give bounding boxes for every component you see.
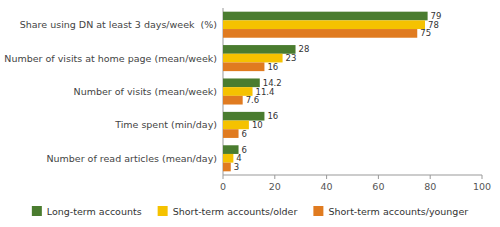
bar bbox=[223, 163, 231, 172]
category-label: Share using DN at least 3 days/week (%) bbox=[20, 19, 217, 30]
tick-label: 40 bbox=[321, 181, 333, 192]
data-label: 16 bbox=[267, 62, 278, 72]
bar bbox=[223, 62, 264, 71]
x-axis-line bbox=[223, 175, 482, 176]
bar bbox=[223, 12, 428, 21]
tick-mark bbox=[326, 175, 327, 179]
category-label: Time spent (min/day) bbox=[114, 119, 217, 130]
tick-mark bbox=[430, 175, 431, 179]
data-label: 23 bbox=[286, 53, 297, 63]
category-label: Number of read articles (mean/day) bbox=[46, 153, 217, 164]
tick-label: 80 bbox=[424, 181, 436, 192]
data-label: 3 bbox=[234, 162, 239, 172]
bar bbox=[223, 96, 243, 105]
data-label: 6 bbox=[242, 129, 247, 139]
tick-mark bbox=[223, 175, 224, 179]
bars bbox=[223, 12, 428, 172]
data-labels: 61614.2287941011.42378367.61675 bbox=[234, 11, 442, 172]
legend-label: Short-term accounts/older bbox=[173, 206, 298, 217]
legend-swatch bbox=[158, 206, 168, 216]
tick-label: 100 bbox=[473, 181, 491, 192]
bar bbox=[223, 29, 417, 38]
chart: Number of read articles (mean/day) Time s… bbox=[0, 0, 500, 227]
category-label: Number of visits at home page (mean/week… bbox=[4, 53, 217, 64]
tick-label: 0 bbox=[220, 181, 226, 192]
tick-mark bbox=[378, 175, 379, 179]
data-label: 75 bbox=[420, 28, 431, 38]
legend-label: Long-term accounts bbox=[47, 206, 142, 217]
category-label: Number of visits (mean/week) bbox=[74, 86, 217, 97]
tick-mark bbox=[274, 175, 275, 179]
legend-swatch bbox=[32, 206, 42, 216]
legend-swatch bbox=[313, 206, 323, 216]
bar bbox=[223, 78, 260, 87]
tick-label: 60 bbox=[372, 181, 384, 192]
data-label: 28 bbox=[299, 44, 310, 54]
bar bbox=[223, 154, 233, 163]
bar bbox=[223, 129, 239, 138]
legend-label: Short-term accounts/younger bbox=[328, 206, 468, 217]
data-label: 6 bbox=[242, 145, 247, 155]
data-label: 7.6 bbox=[246, 95, 260, 105]
data-label: 16 bbox=[267, 111, 278, 121]
tick-label: 20 bbox=[269, 181, 281, 192]
tick-mark bbox=[482, 175, 483, 179]
bar bbox=[223, 20, 425, 29]
data-label: 10 bbox=[252, 120, 263, 130]
legend: Long-term accounts Short-term accounts/ol… bbox=[32, 206, 468, 217]
